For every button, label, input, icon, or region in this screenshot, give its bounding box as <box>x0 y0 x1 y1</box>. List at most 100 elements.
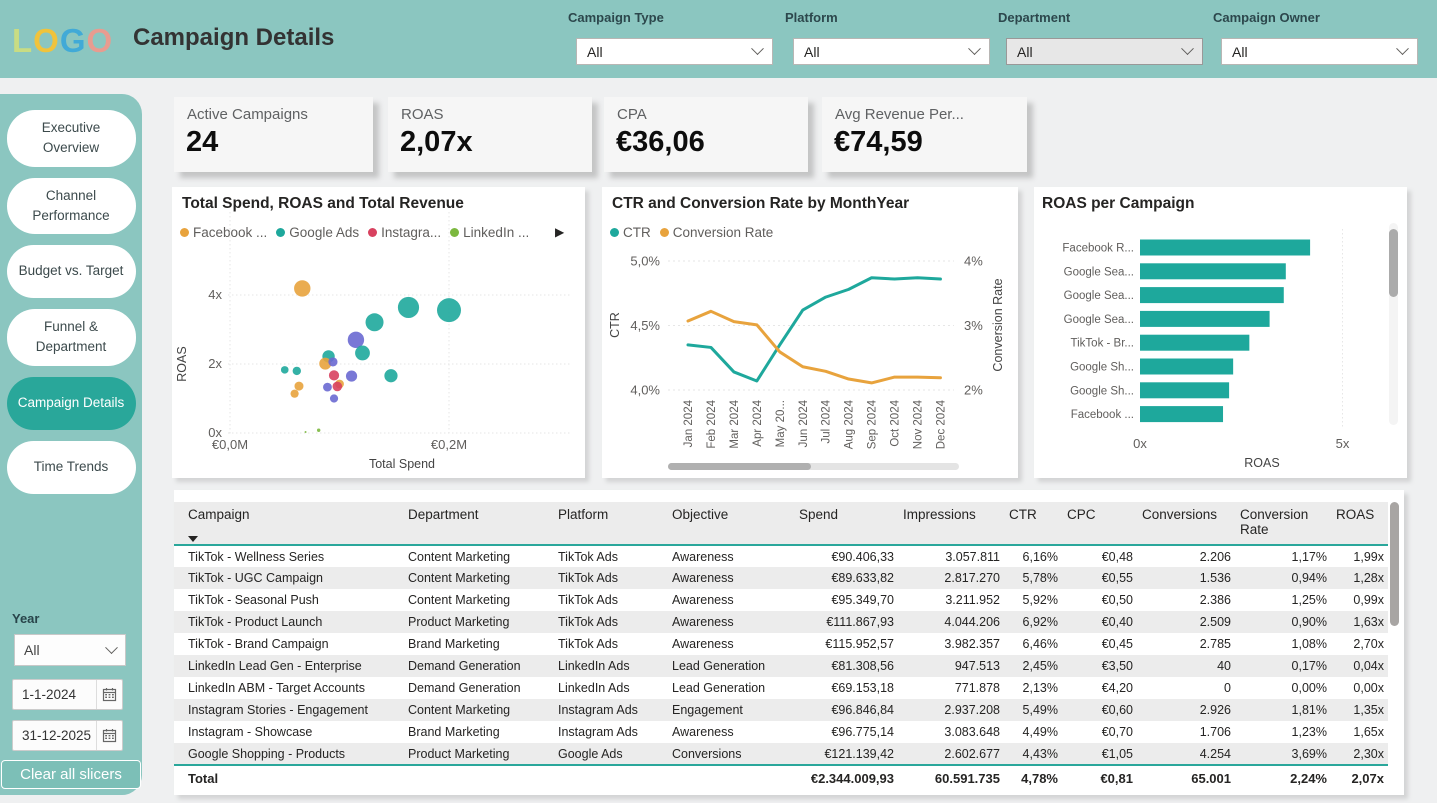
clear-all-slicers-button[interactable]: Clear all slicers <box>1 760 141 789</box>
table-total-cell <box>664 765 794 791</box>
scatter-point[interactable] <box>384 369 398 383</box>
table-row[interactable]: TikTok - Brand Campaign Brand Marketing Ti… <box>174 633 1388 655</box>
column-header-roas[interactable]: ROAS <box>1331 502 1388 545</box>
table-scrollbar[interactable] <box>1390 492 1399 792</box>
bar[interactable] <box>1140 358 1234 375</box>
scatter-point[interactable] <box>345 370 358 382</box>
table-cell: 0,99x <box>1353 593 1384 607</box>
table-row[interactable]: LinkedIn ABM - Target Accounts Demand Gen… <box>174 677 1388 699</box>
scatter-point[interactable] <box>397 296 420 319</box>
table-row[interactable]: TikTok - UGC Campaign Content Marketing Ti… <box>174 567 1388 589</box>
legend-item[interactable]: Google Ads <box>276 225 359 240</box>
scatter-point[interactable] <box>347 331 365 349</box>
scatter-point[interactable] <box>294 280 311 297</box>
bar[interactable] <box>1140 334 1250 351</box>
sidebar-item-channel-performance[interactable]: Channel Performance <box>6 177 136 234</box>
table-cell: 2.785 <box>1199 637 1231 651</box>
calendar-icon[interactable] <box>96 721 122 750</box>
bar[interactable] <box>1140 310 1270 327</box>
scatter-point[interactable] <box>290 389 299 398</box>
legend-next-arrow-icon[interactable]: ▶ <box>555 225 565 239</box>
date-to-input[interactable]: 31-12-2025 <box>12 720 123 751</box>
table-cell: €115.952,57 <box>825 637 894 651</box>
scatter-point[interactable] <box>292 366 301 376</box>
scatter-point[interactable] <box>329 394 339 403</box>
table-row[interactable]: Instagram - Showcase Brand Marketing Insta… <box>174 721 1388 743</box>
bar-category-label: TikTok - Br... <box>1071 338 1134 350</box>
y-axis-tick-label: 4x <box>208 287 222 302</box>
table-cell: €0,48 <box>1101 549 1133 564</box>
bar[interactable] <box>1140 406 1224 423</box>
line-chart-panel: CTR and Conversion Rate by MonthYear CTR… <box>602 187 1018 478</box>
column-header-conversion-rate[interactable]: Conversion Rate <box>1235 502 1331 545</box>
column-header-spend[interactable]: Spend <box>794 502 898 545</box>
table-row[interactable]: TikTok - Product Launch Product Marketing… <box>174 611 1388 633</box>
sidebar-item-time-trends[interactable]: Time Trends <box>6 440 136 494</box>
filter-dropdown[interactable]: All <box>1221 38 1418 65</box>
bar[interactable] <box>1140 287 1284 304</box>
sidebar-nav: Executive Overview Channel Performance Bud… <box>0 94 142 494</box>
scatter-point[interactable] <box>280 366 289 374</box>
bar[interactable] <box>1140 263 1286 280</box>
scatter-point[interactable] <box>328 357 338 367</box>
scatter-point[interactable] <box>316 428 321 432</box>
scatter-chart-title: Total Spend, ROAS and Total Revenue <box>182 195 464 212</box>
table-row[interactable]: TikTok - Wellness Series Content Marketin… <box>174 545 1388 567</box>
bar[interactable] <box>1140 239 1311 256</box>
legend-label: CTR <box>623 225 651 240</box>
scatter-point[interactable] <box>332 381 343 392</box>
sidebar-item-budget-vs-target[interactable]: Budget vs. Target <box>6 245 136 298</box>
filter-dropdown[interactable]: All <box>1006 38 1203 65</box>
table-cell: 1,99x <box>1353 549 1384 564</box>
scatter-point[interactable] <box>304 430 307 433</box>
table-cell: Demand Generation <box>408 681 521 695</box>
column-header-impressions[interactable]: Impressions <box>898 502 1004 545</box>
table-cell: €121.139,42 <box>824 746 894 761</box>
table-row[interactable]: TikTok - Seasonal Push Content Marketing T… <box>174 589 1388 611</box>
table-cell: €69.153,18 <box>831 681 894 695</box>
table-cell: TikTok - Product Launch <box>188 615 323 629</box>
bar-chart-scrollbar[interactable] <box>1389 223 1398 425</box>
sidebar-item-campaign-details[interactable]: Campaign Details <box>6 376 136 430</box>
scatter-point[interactable] <box>365 313 384 332</box>
column-header-department[interactable]: Department <box>400 502 550 545</box>
legend-item[interactable]: Conversion Rate <box>659 225 773 240</box>
filter-dropdown[interactable]: All <box>793 38 990 65</box>
table-cell: TikTok Ads <box>558 615 618 629</box>
table-cell: 1,28x <box>1353 571 1384 585</box>
legend-item[interactable]: LinkedIn ... <box>450 225 529 240</box>
y-axis-title: ROAS <box>175 346 189 381</box>
scatter-point[interactable] <box>323 382 332 392</box>
hscrollbar-thumb[interactable] <box>668 463 811 470</box>
table-row[interactable]: Google Shopping - Products Product Market… <box>174 743 1388 765</box>
chevron-down-icon <box>968 42 981 56</box>
column-header-platform[interactable]: Platform <box>550 502 664 545</box>
table-cell: 1,35x <box>1353 703 1384 717</box>
scatter-point[interactable] <box>355 345 370 361</box>
scatter-point[interactable] <box>328 370 340 381</box>
scatter-point[interactable] <box>294 381 304 391</box>
column-header-objective[interactable]: Objective <box>664 502 794 545</box>
x-axis-tick-label: €0,0M <box>212 437 248 452</box>
scatter-point[interactable] <box>437 298 461 323</box>
scatter-point[interactable] <box>319 357 332 370</box>
calendar-icon[interactable] <box>96 680 122 709</box>
bar[interactable] <box>1140 382 1230 399</box>
table-cell: 0 <box>1224 681 1231 695</box>
table-cell: 0,04x <box>1353 659 1384 673</box>
column-header-campaign[interactable]: Campaign <box>174 502 400 545</box>
x-axis-tick-label: Jun 2024 <box>798 399 810 447</box>
filter-dropdown[interactable]: All <box>576 38 773 65</box>
sidebar-item-funnel-department[interactable]: Funnel & Department <box>6 309 136 366</box>
column-header-cpc[interactable]: CPC <box>1062 502 1137 545</box>
table-cell: Brand Marketing <box>408 725 500 739</box>
column-header-ctr[interactable]: CTR <box>1004 502 1062 545</box>
legend-item[interactable]: CTR <box>610 225 651 240</box>
date-from-input[interactable]: 1-1-2024 <box>12 679 123 710</box>
sidebar-item-executive-overview[interactable]: Executive Overview <box>6 110 136 167</box>
year-dropdown[interactable]: All <box>14 634 126 666</box>
table-row[interactable]: Instagram Stories - Engagement Content Ma… <box>174 699 1388 721</box>
table-row[interactable]: LinkedIn Lead Gen - Enterprise Demand Gen… <box>174 655 1388 677</box>
column-header-conversions[interactable]: Conversions <box>1137 502 1235 545</box>
legend-item[interactable]: Instagra... <box>368 225 441 240</box>
